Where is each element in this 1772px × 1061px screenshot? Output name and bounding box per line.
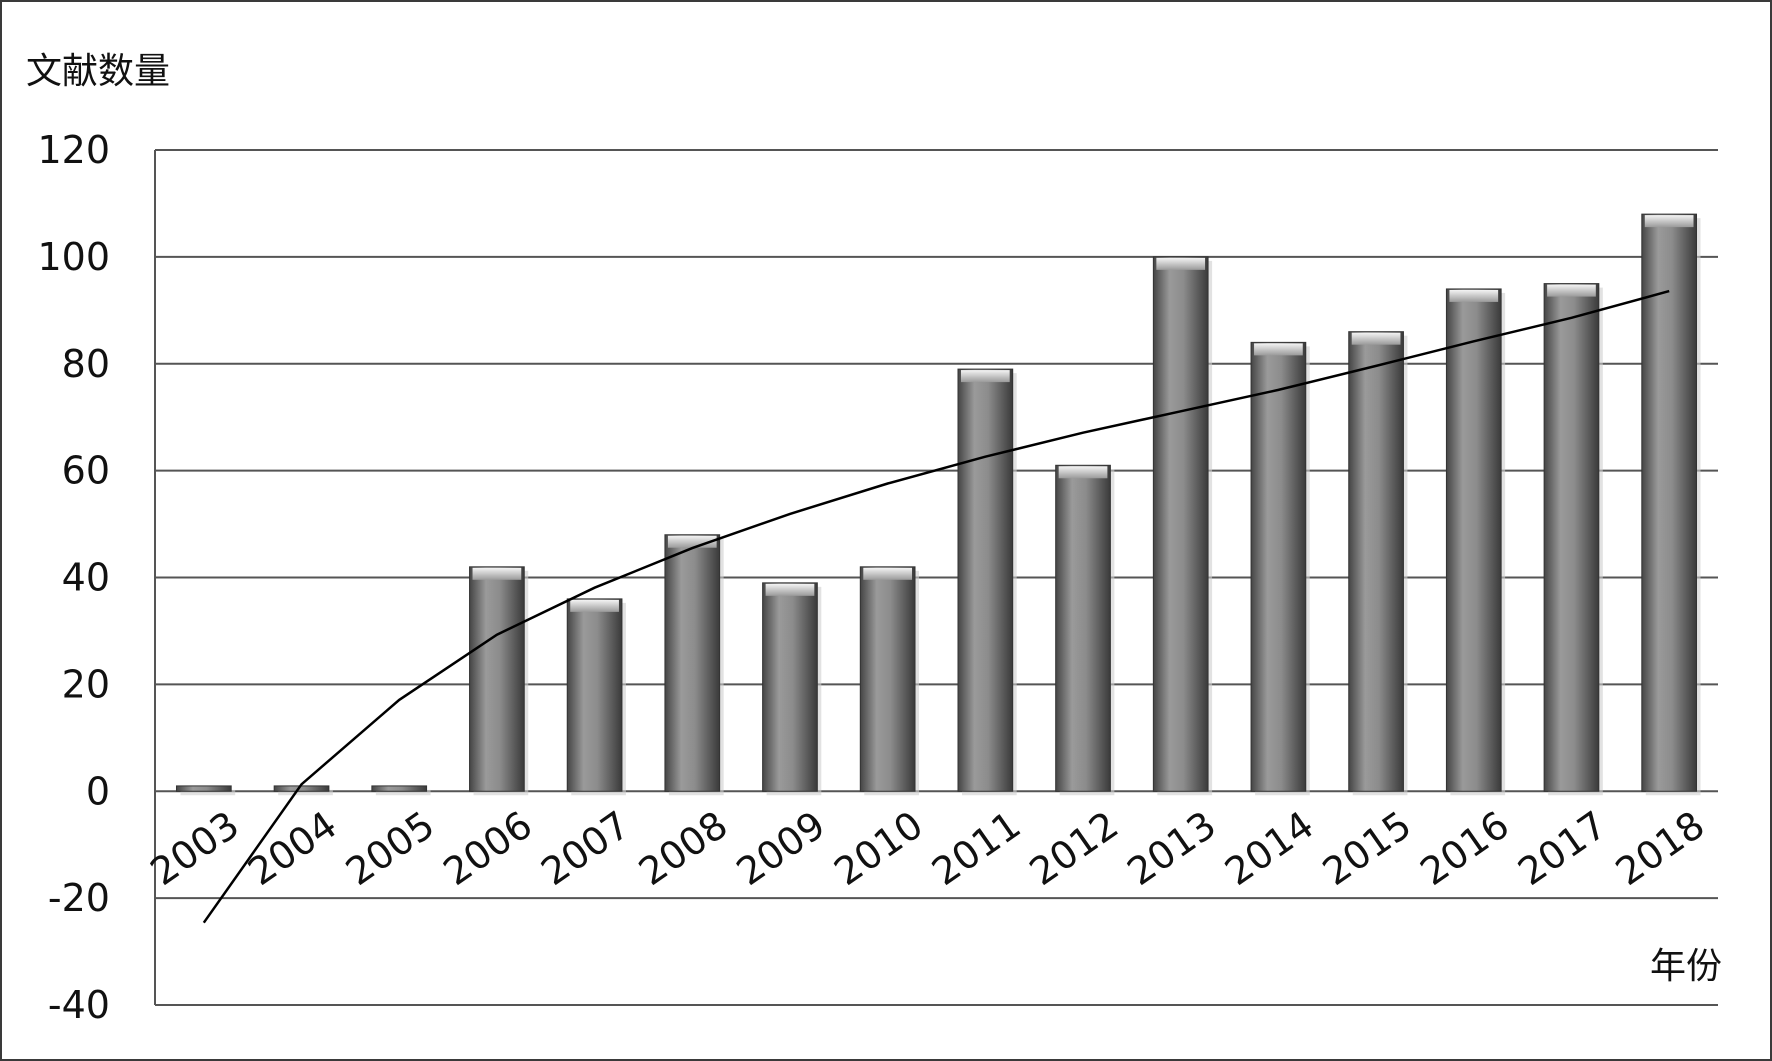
bar-2009 (762, 582, 822, 796)
bar-2015 (1348, 331, 1408, 796)
bar-2014 (1250, 341, 1310, 796)
bar-2013 (1152, 256, 1213, 796)
x-tick-label: 2007 (533, 803, 637, 895)
x-tick-label: 2011 (924, 803, 1028, 895)
y-axis-title: 文献数量 (26, 51, 170, 92)
x-tick-label: 2018 (1608, 803, 1712, 895)
bar-2004 (273, 785, 333, 796)
x-tick-label: 2014 (1217, 803, 1321, 895)
y-tick-label: 60 (62, 449, 110, 493)
x-tick-label: 2015 (1315, 803, 1419, 895)
y-tick-label: 80 (62, 342, 110, 386)
y-tick-label: -40 (48, 983, 110, 1027)
trendline (202, 289, 1670, 924)
bar-2008 (664, 534, 724, 796)
bar-2003 (175, 785, 236, 796)
y-tick-label: 20 (62, 662, 110, 706)
x-tick-label: 2016 (1412, 803, 1516, 895)
trendline-layer (202, 289, 1670, 924)
y-tick-labels: -40 -20 0 20 40 60 80 100 120 (37, 128, 110, 1027)
y-tick-label: -20 (48, 876, 110, 920)
bar-2018 (1641, 213, 1701, 796)
bar-2005 (371, 785, 431, 796)
x-tick-label: 2006 (436, 803, 540, 895)
x-tick-label: 2012 (1022, 803, 1126, 895)
bar-2011 (957, 368, 1017, 796)
x-tick-labels: 2003200420052006200720082009201020112012… (143, 803, 1713, 895)
x-tick-label: 2005 (338, 803, 442, 895)
y-tick-label: 100 (37, 235, 110, 279)
x-tick-label: 2009 (729, 803, 833, 895)
bar-2017 (1543, 283, 1603, 796)
y-tick-label: 40 (62, 556, 110, 600)
x-tick-label: 2017 (1510, 803, 1614, 895)
x-tick-label: 2004 (240, 803, 344, 895)
y-tick-label: 0 (86, 769, 110, 813)
bar-2007 (566, 598, 626, 796)
x-axis-title: 年份 (1650, 946, 1722, 987)
bar-2012 (1055, 464, 1115, 796)
x-tick-label: 2010 (826, 803, 930, 895)
y-tick-label: 120 (37, 128, 110, 172)
bars (175, 213, 1701, 796)
x-tick-label: 2008 (631, 803, 735, 895)
bar-2016 (1445, 288, 1506, 796)
x-tick-label: 2003 (143, 803, 247, 895)
bar-2006 (469, 566, 529, 796)
bar-2010 (859, 566, 920, 796)
x-tick-label: 2013 (1119, 803, 1223, 895)
